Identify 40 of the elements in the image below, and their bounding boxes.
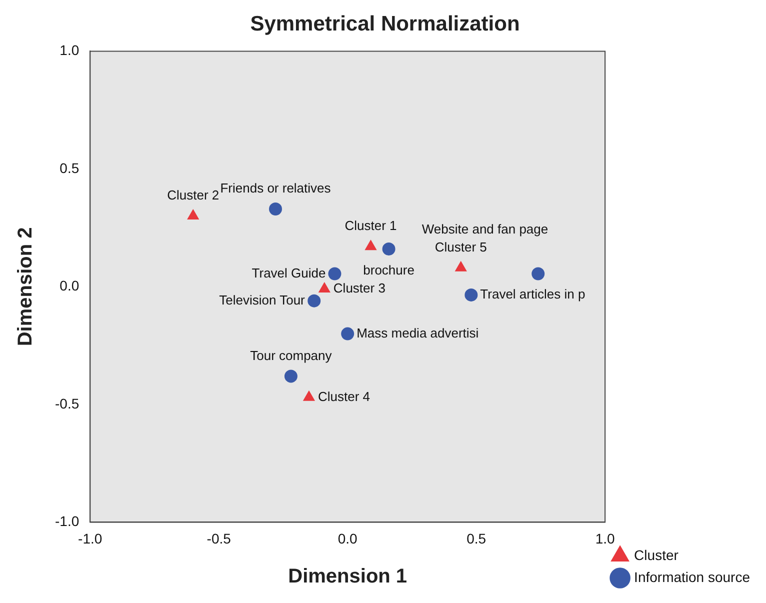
annotation: Cluster 3 <box>333 280 386 296</box>
x-axis-title: Dimension 1 <box>288 566 408 588</box>
x-tick-label: 0.0 <box>338 530 358 546</box>
point <box>318 282 330 293</box>
point <box>341 327 354 340</box>
point <box>308 294 321 308</box>
y-tick-label: -1.0 <box>55 513 80 530</box>
y-tick-label: 0.0 <box>60 278 80 294</box>
annotation: Cluster 5 <box>434 239 487 254</box>
annotation: Cluster 2 <box>167 188 220 203</box>
point <box>269 202 282 216</box>
x-tick-label: 0.5 <box>466 530 486 546</box>
y-tick-label: -0.5 <box>55 395 80 412</box>
legend-label: Information source <box>634 568 750 585</box>
point <box>382 242 396 256</box>
annotation: Friends or relatives <box>220 180 332 196</box>
x-tick-label: -0.5 <box>206 530 232 546</box>
y-tick-label: 1.0 <box>60 42 80 58</box>
legend-label: Cluster <box>634 546 679 563</box>
annotation: Mass media advertisi <box>356 325 479 340</box>
point <box>464 288 478 302</box>
point <box>532 267 545 280</box>
annotation: Website and fan page <box>422 221 548 236</box>
annotation: Tour company <box>250 348 332 363</box>
annotation: Cluster 4 <box>318 388 370 404</box>
point <box>365 240 376 250</box>
point <box>284 370 298 383</box>
y-tick-label: 0.5 <box>60 160 80 176</box>
annotation: Travel Guide <box>252 265 326 280</box>
annotation: Travel articles in p <box>480 286 586 302</box>
chart-title: Symmetrical Normalization <box>250 12 520 36</box>
point <box>187 210 199 220</box>
annotation: brochure <box>363 262 414 278</box>
point <box>455 261 467 272</box>
x-tick-label: 1.0 <box>595 530 615 546</box>
y-axis-title: Dimension 2 <box>14 227 37 346</box>
annotation: Television Tour <box>219 292 306 308</box>
annotation: Cluster 1 <box>344 218 397 234</box>
point <box>328 267 342 280</box>
x-tick-label: -1.0 <box>78 530 102 546</box>
